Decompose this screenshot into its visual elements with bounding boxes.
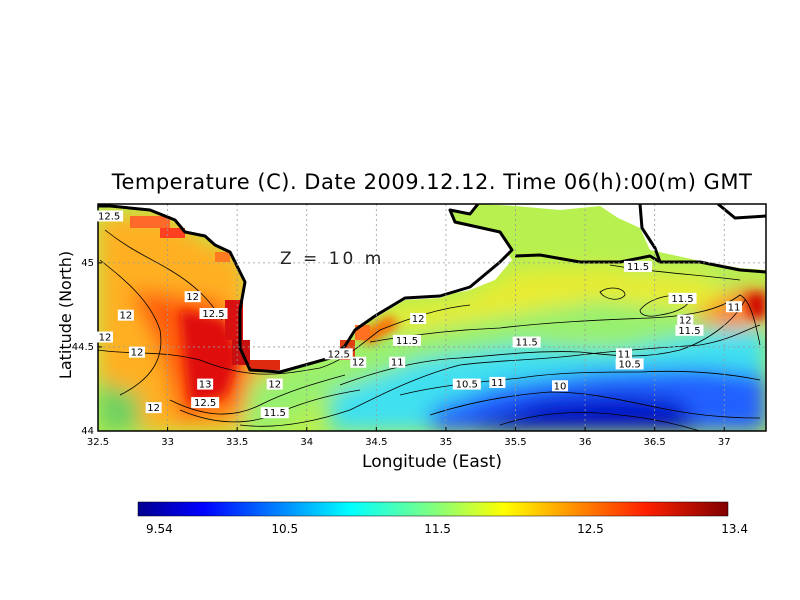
x-tick-label: 35.5 bbox=[504, 437, 526, 448]
x-tick-label: 34.5 bbox=[365, 437, 387, 448]
contour-label-bg bbox=[616, 348, 633, 360]
contour-label-bg bbox=[117, 309, 134, 321]
contour-label-bg bbox=[191, 397, 220, 409]
contour-label: 12 bbox=[186, 292, 199, 303]
y-ticks: 44 44.5 45 bbox=[72, 258, 102, 437]
contour-label: 12.5 bbox=[194, 398, 216, 409]
plot-frame bbox=[97, 203, 767, 432]
contour-label: 10 bbox=[554, 381, 567, 392]
x-tick-label: 33 bbox=[161, 437, 174, 448]
contour-label: 12 bbox=[352, 358, 365, 369]
contour-label: 12 bbox=[412, 314, 425, 325]
y-axis-label: Latitude (North) bbox=[56, 250, 75, 380]
contour-label-bg bbox=[197, 378, 214, 390]
contour-label-bg bbox=[389, 356, 406, 368]
contour-label-bg bbox=[128, 346, 145, 358]
contour-label-bg bbox=[512, 336, 541, 348]
contour-label-bg bbox=[96, 331, 113, 343]
colorbar-tick-label: 11.5 bbox=[424, 522, 451, 536]
contour-label: 12 bbox=[99, 333, 112, 344]
colorbar-ticks: 9.54 10.5 11.5 12.5 13.4 bbox=[146, 522, 748, 536]
contour-label: 11.5 bbox=[396, 336, 418, 347]
contour-label-bg bbox=[552, 380, 569, 392]
contour-label: 11 bbox=[491, 378, 504, 389]
contour-label: 12 bbox=[131, 348, 144, 359]
x-tick-label: 32.5 bbox=[87, 437, 109, 448]
x-tick-label: 37 bbox=[718, 437, 731, 448]
contour-lines bbox=[98, 229, 761, 431]
colorbar-tick-label: 13.4 bbox=[721, 522, 748, 536]
contour-label: 12.5 bbox=[328, 349, 350, 360]
contour-label: 12 bbox=[679, 316, 692, 327]
contour-label-bg bbox=[677, 314, 694, 326]
contour-label: 11.5 bbox=[264, 408, 286, 419]
contour-label-bg bbox=[95, 210, 124, 222]
y-tick-label: 44 bbox=[81, 426, 94, 437]
contour-label: 12 bbox=[268, 380, 281, 391]
contour-label: 12.5 bbox=[98, 211, 120, 222]
contour-label-bg bbox=[260, 407, 289, 419]
y-tick-label: 44.5 bbox=[72, 342, 94, 353]
contour-label-bg bbox=[675, 324, 704, 336]
colorbar bbox=[137, 501, 729, 517]
contour-label: 12.5 bbox=[202, 309, 224, 320]
contour-label-bg bbox=[623, 260, 652, 272]
contour-label: 11.5 bbox=[627, 262, 649, 273]
contour-label-bg bbox=[199, 307, 228, 319]
chart-title: Temperature (C). Date 2009.12.12. Time 0… bbox=[111, 170, 753, 194]
contour-labels: 12.51212.51212121312.5121211.512.5121211… bbox=[95, 210, 742, 419]
x-tick-label: 35 bbox=[440, 437, 453, 448]
x-tick-label: 36 bbox=[579, 437, 592, 448]
contour-label-bg bbox=[489, 376, 506, 388]
x-tick-label: 34 bbox=[300, 437, 313, 448]
contour-label-bg bbox=[145, 402, 162, 414]
y-tick-label: 45 bbox=[81, 258, 94, 269]
contour-label-bg bbox=[725, 301, 742, 313]
contour-label-bg bbox=[392, 334, 421, 346]
x-tick-label: 33.5 bbox=[226, 437, 248, 448]
contour-label-bg bbox=[324, 348, 353, 360]
contour-label: 11.5 bbox=[678, 326, 700, 337]
depth-annotation: Z = 10 m bbox=[280, 249, 384, 269]
contour-label: 10.5 bbox=[618, 359, 640, 370]
colorbar-tick-label: 12.5 bbox=[577, 522, 604, 536]
contour-label: 11.5 bbox=[671, 294, 693, 305]
contour-label: 12 bbox=[119, 311, 132, 322]
x-tick-label: 36.5 bbox=[644, 437, 666, 448]
contour-label: 13 bbox=[199, 380, 212, 391]
contour-label: 12 bbox=[147, 403, 160, 414]
contour-label-bg bbox=[350, 356, 367, 368]
contour-label: 11.5 bbox=[516, 338, 538, 349]
contour-label: 10.5 bbox=[456, 380, 478, 391]
colorbar-tick-label: 9.54 bbox=[146, 522, 173, 536]
contour-label-bg bbox=[615, 358, 644, 370]
contour-label: 11 bbox=[728, 302, 741, 313]
contour-label: 11 bbox=[618, 349, 631, 360]
contour-label-bg bbox=[452, 378, 481, 390]
contour-label-bg bbox=[266, 378, 283, 390]
x-axis-label: Longitude (East) bbox=[362, 452, 502, 472]
contour-label: 11 bbox=[391, 358, 404, 369]
contour-label-bg bbox=[668, 292, 697, 304]
land-mask bbox=[98, 204, 766, 372]
colorbar-tick-label: 10.5 bbox=[271, 522, 298, 536]
x-ticks: 32.5 33 33.5 34 34.5 35 35.5 36 36.5 37 bbox=[87, 427, 731, 448]
contour-label-bg bbox=[410, 313, 427, 325]
contour-label-bg bbox=[184, 291, 201, 303]
